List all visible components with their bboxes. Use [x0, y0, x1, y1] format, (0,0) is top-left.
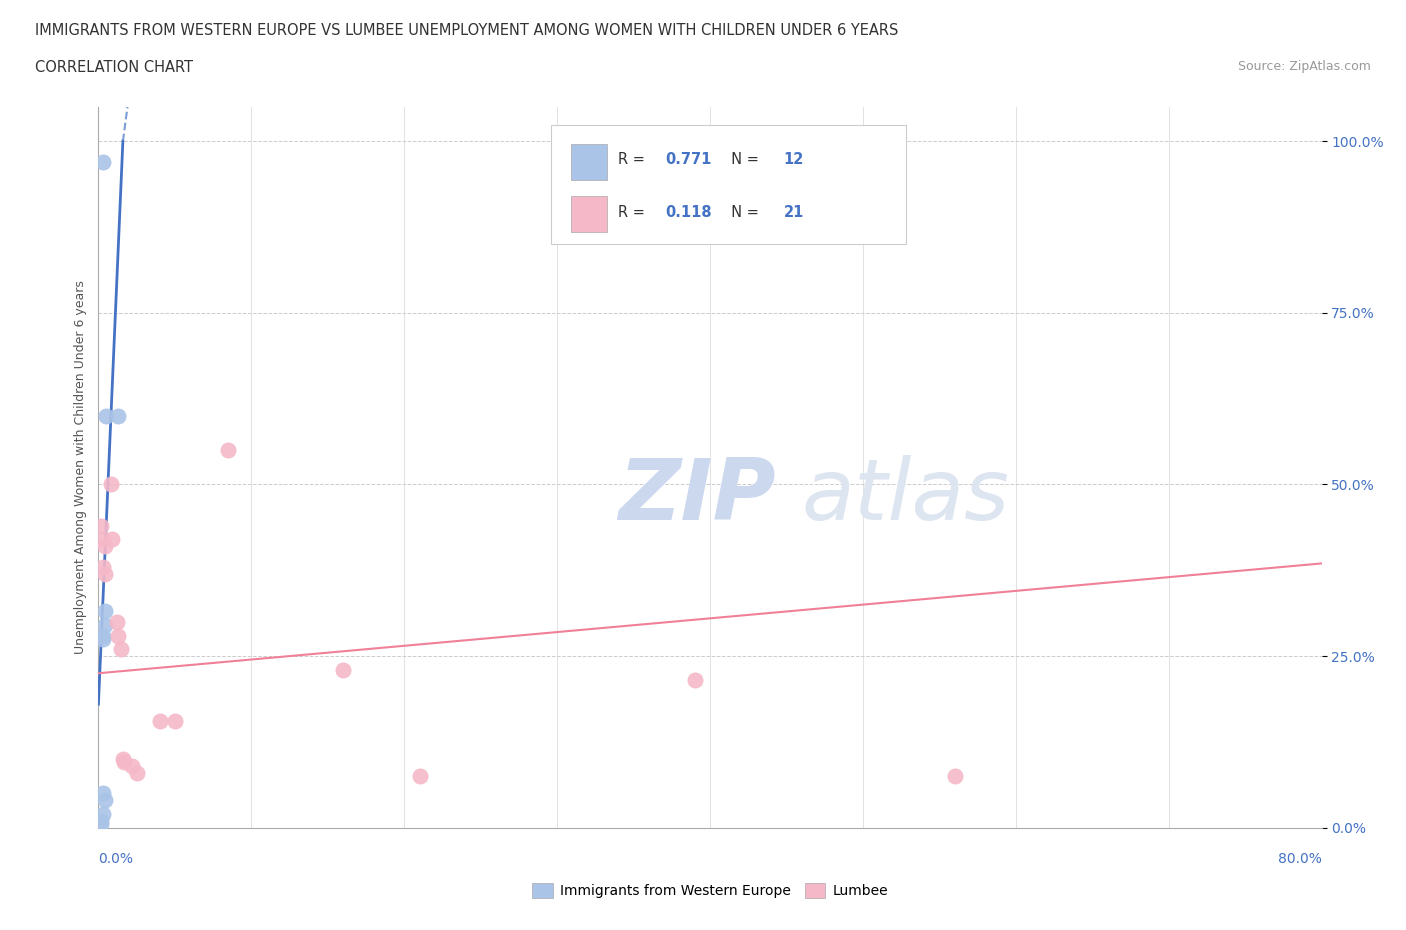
Point	[90, 817, 112, 831]
Point	[217, 443, 239, 458]
Point	[90, 518, 112, 533]
Text: 0.0%: 0.0%	[98, 852, 134, 866]
Text: atlas: atlas	[801, 455, 1010, 538]
Point	[332, 662, 354, 677]
Text: N =: N =	[723, 153, 763, 167]
FancyBboxPatch shape	[571, 196, 607, 232]
Text: R =: R =	[619, 205, 650, 219]
Point	[91, 786, 114, 801]
Point	[107, 408, 129, 423]
Text: 0.771: 0.771	[665, 153, 711, 167]
Point	[163, 714, 186, 729]
FancyBboxPatch shape	[551, 125, 905, 244]
Text: 12: 12	[783, 153, 804, 167]
Point	[93, 618, 115, 632]
Point	[93, 604, 115, 619]
Point	[111, 751, 134, 766]
Text: R =: R =	[619, 153, 650, 167]
Point	[93, 566, 115, 581]
Legend: Immigrants from Western Europe, Lumbee: Immigrants from Western Europe, Lumbee	[526, 878, 894, 904]
Point	[121, 759, 143, 774]
Point	[101, 532, 124, 547]
Point	[91, 560, 114, 575]
Point	[91, 154, 114, 169]
Point	[408, 769, 430, 784]
Point	[125, 765, 148, 780]
Text: 0.118: 0.118	[665, 205, 711, 219]
Point	[91, 628, 114, 643]
Y-axis label: Unemployment Among Women with Children Under 6 years: Unemployment Among Women with Children U…	[75, 280, 87, 655]
Point	[149, 714, 172, 729]
Point	[94, 408, 117, 423]
Point	[943, 769, 966, 784]
Text: Source: ZipAtlas.com: Source: ZipAtlas.com	[1237, 60, 1371, 73]
Point	[110, 642, 132, 657]
Point	[105, 615, 128, 630]
Text: ZIP: ZIP	[619, 455, 776, 538]
Point	[93, 792, 115, 807]
Point	[90, 814, 112, 829]
Point	[93, 538, 115, 553]
Point	[107, 628, 129, 643]
FancyBboxPatch shape	[571, 143, 607, 179]
Point	[91, 631, 114, 646]
Text: 21: 21	[783, 205, 804, 219]
Text: IMMIGRANTS FROM WESTERN EUROPE VS LUMBEE UNEMPLOYMENT AMONG WOMEN WITH CHILDREN : IMMIGRANTS FROM WESTERN EUROPE VS LUMBEE…	[35, 23, 898, 38]
Point	[91, 806, 114, 821]
Text: 80.0%: 80.0%	[1278, 852, 1322, 866]
Point	[91, 532, 114, 547]
Text: CORRELATION CHART: CORRELATION CHART	[35, 60, 193, 75]
Point	[112, 755, 135, 770]
Text: N =: N =	[723, 205, 763, 219]
Point	[683, 672, 706, 687]
Point	[100, 477, 122, 492]
